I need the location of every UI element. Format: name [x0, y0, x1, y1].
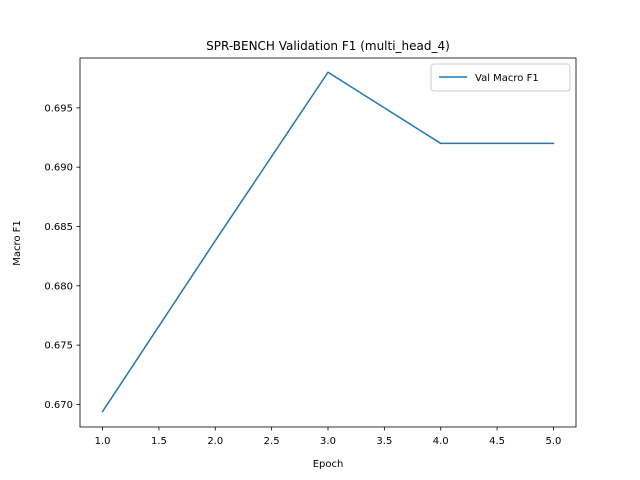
x-tick-label: 4.0	[433, 436, 449, 447]
y-tick-label: 0.690	[44, 163, 73, 174]
y-tick-label: 0.680	[44, 281, 73, 292]
x-tick-label: 2.0	[207, 436, 223, 447]
chart-title: SPR-BENCH Validation F1 (multi_head_4)	[206, 39, 450, 53]
legend-box	[430, 63, 571, 92]
axes-frame	[79, 57, 577, 428]
x-tick-label: 1.5	[151, 436, 167, 447]
y-tick-label: 0.695	[44, 103, 73, 114]
x-tick-label: 5.0	[546, 436, 562, 447]
y-axis-ticks: 0.670 0.675 0.680 0.685 0.690 0.695	[44, 103, 80, 411]
y-axis-label: Macro F1	[12, 220, 23, 266]
series-layer	[101, 71, 555, 413]
y-tick-label: 0.675	[44, 341, 73, 352]
x-tick-label: 4.5	[489, 436, 505, 447]
y-tick-label: 0.685	[44, 222, 73, 233]
series-line-val-macro-f1	[101, 71, 555, 413]
x-tick-label: 1.0	[95, 436, 111, 447]
legend-label-val-macro-f1: Val Macro F1	[475, 73, 539, 84]
y-tick-label: 0.670	[44, 400, 73, 411]
legend: Val Macro F1	[430, 63, 571, 92]
x-tick-label: 3.0	[320, 436, 336, 447]
x-tick-label: 2.5	[264, 436, 280, 447]
x-axis-ticks: 1.0 1.5 2.0 2.5 3.0 3.5 4.0 4.5 5.0	[95, 427, 562, 447]
x-axis-label: Epoch	[313, 459, 344, 470]
x-tick-label: 3.5	[376, 436, 392, 447]
